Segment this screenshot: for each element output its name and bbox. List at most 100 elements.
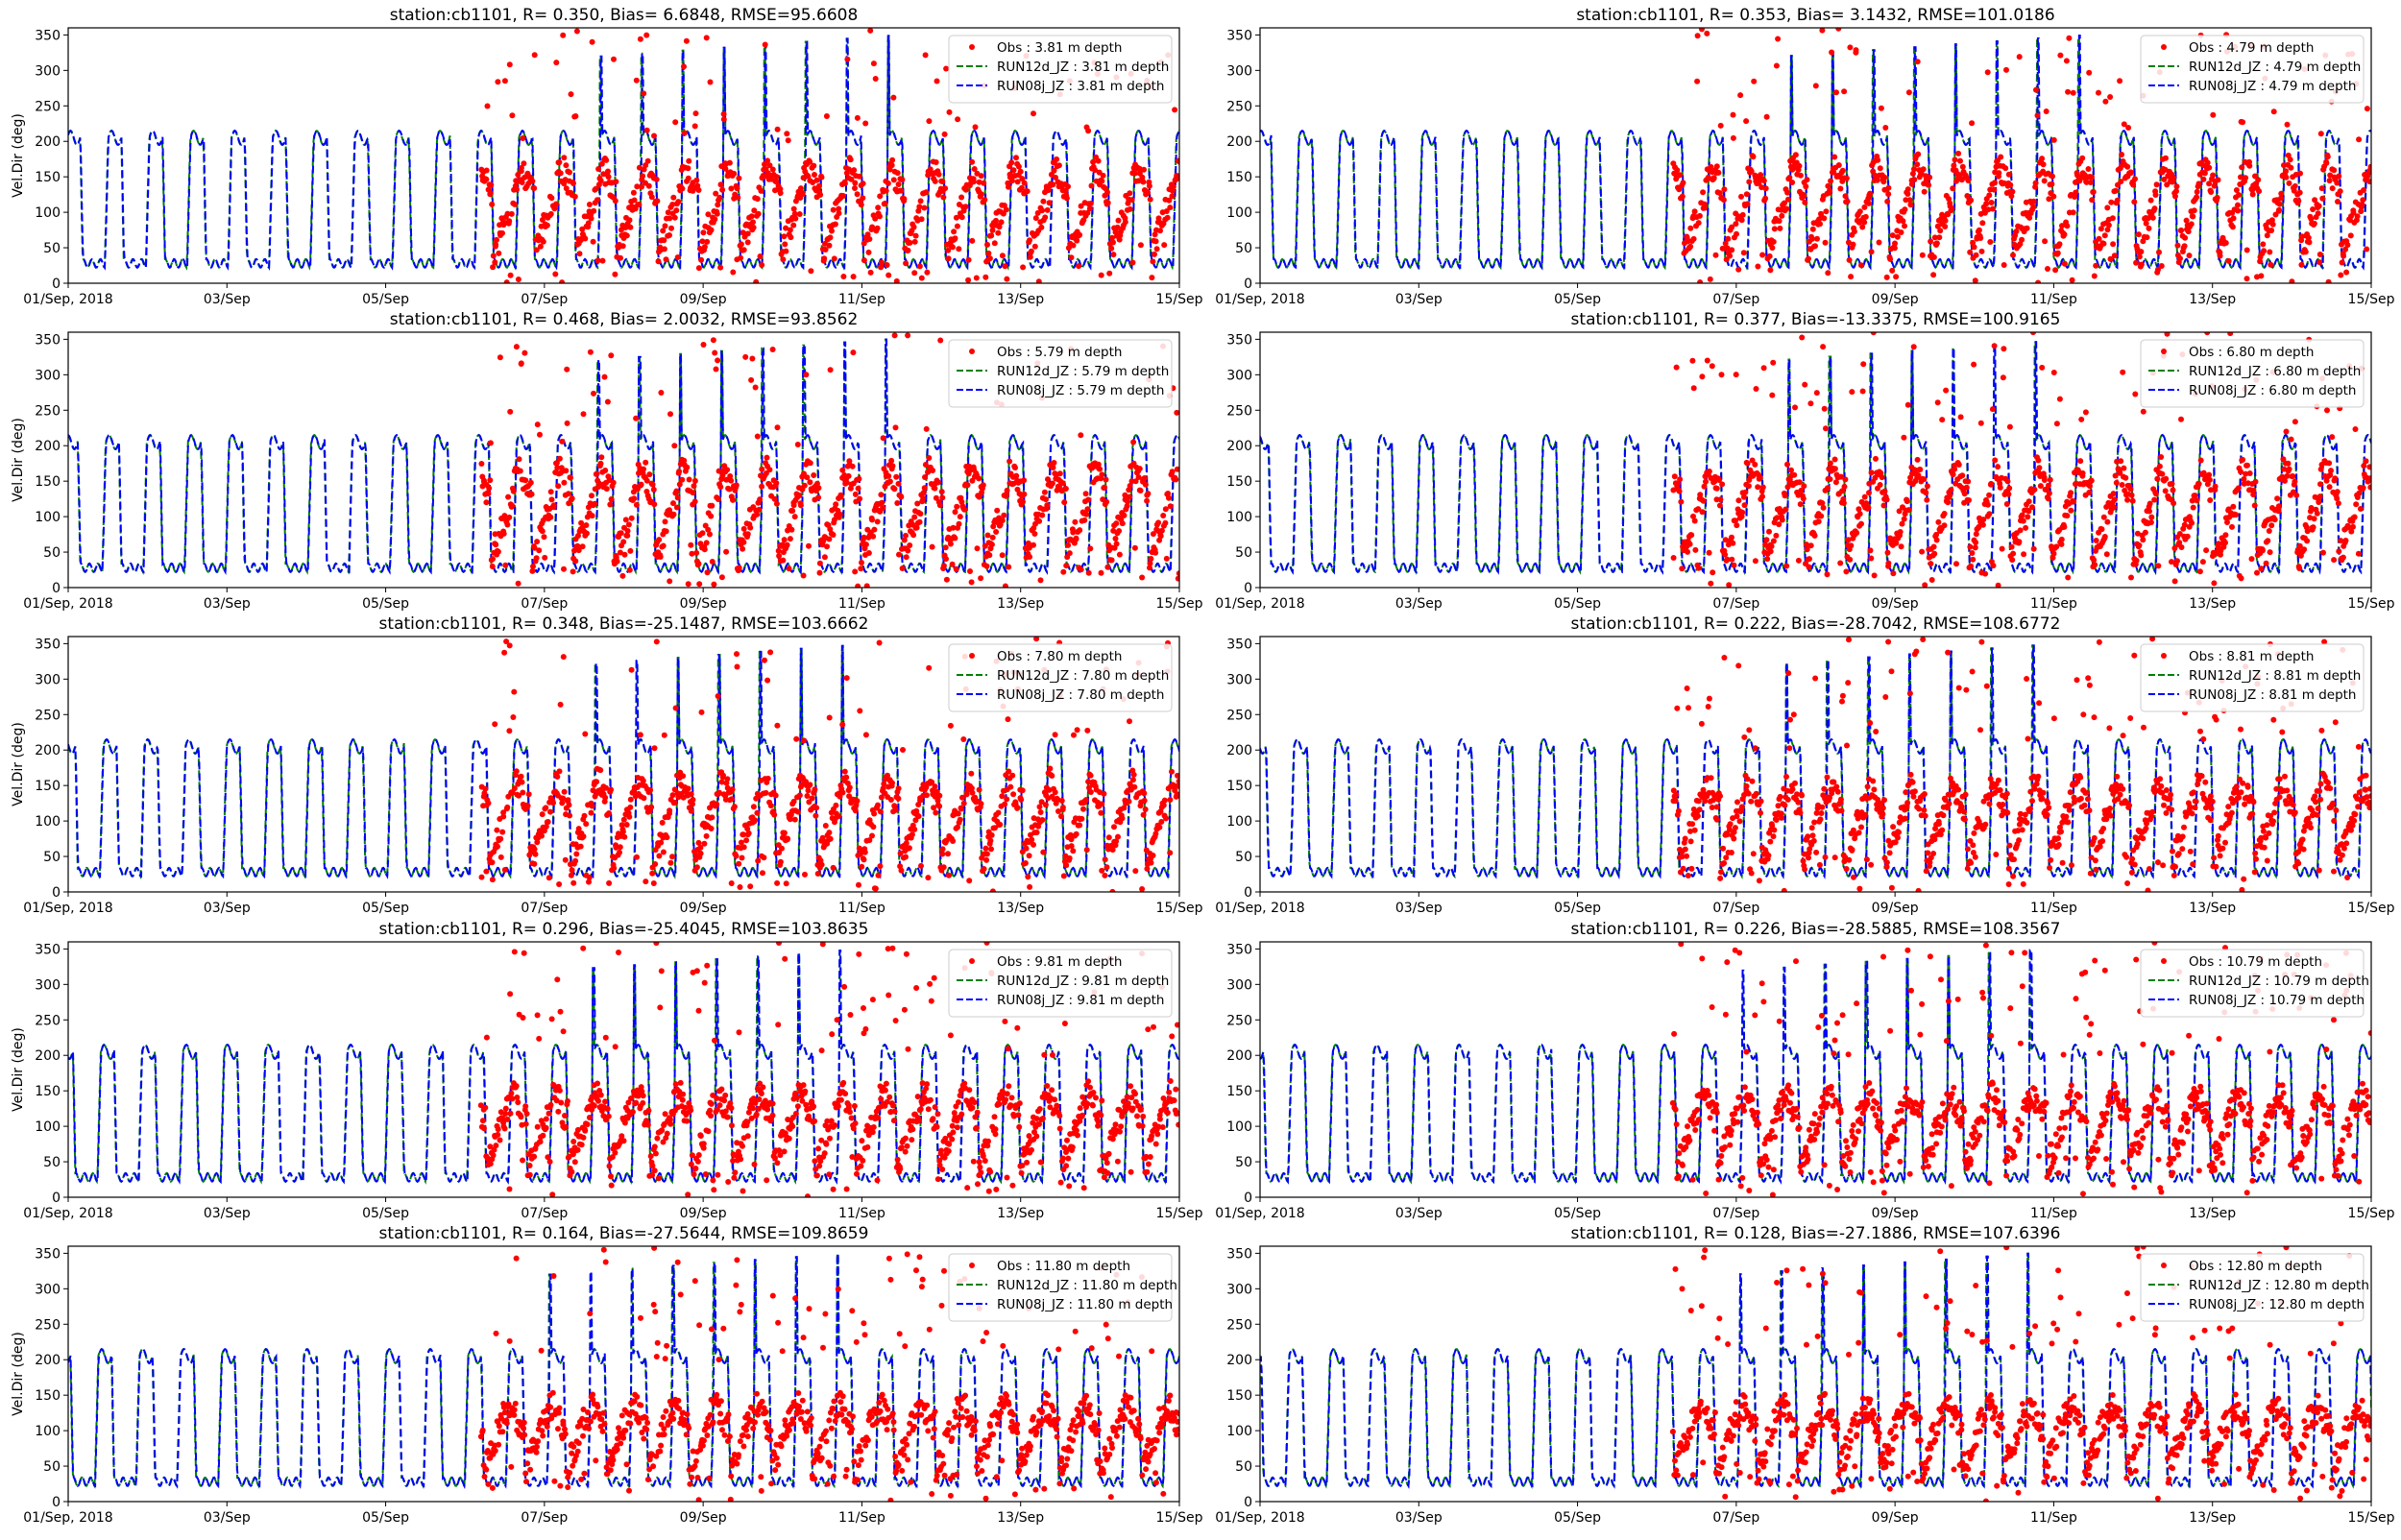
- obs-point: [950, 838, 956, 844]
- obs-point: [1060, 569, 1066, 575]
- obs-point: [1145, 491, 1151, 496]
- obs-point: [819, 862, 825, 868]
- obs-point: [650, 482, 656, 488]
- obs-point: [1828, 476, 1833, 482]
- obs-point: [1966, 497, 1972, 503]
- y-tick-label: 100: [35, 510, 61, 525]
- obs-point: [2367, 179, 2373, 184]
- obs-point: [1952, 156, 1958, 162]
- obs-point: [936, 793, 942, 799]
- obs-point: [539, 833, 545, 839]
- obs-point: [1878, 482, 1883, 488]
- obs-point: [942, 132, 948, 137]
- obs-point: [1746, 727, 1752, 733]
- obs-point: [1704, 31, 1710, 36]
- obs-point: [651, 880, 657, 886]
- obs-point: [1773, 533, 1779, 539]
- obs-point: [2057, 241, 2063, 247]
- obs-point: [2054, 421, 2060, 426]
- obs-point: [1027, 853, 1032, 858]
- obs-point: [602, 468, 608, 473]
- obs-point: [570, 867, 575, 873]
- obs-point: [2239, 164, 2244, 170]
- obs-point: [700, 530, 706, 536]
- obs-point: [745, 239, 751, 245]
- obs-point: [1141, 812, 1147, 818]
- obs-point: [700, 229, 706, 235]
- obs-point: [839, 722, 845, 728]
- obs-point: [529, 179, 535, 184]
- obs-point: [801, 737, 807, 743]
- obs-point: [755, 196, 761, 202]
- obs-point: [903, 260, 909, 266]
- obs-point: [990, 535, 996, 541]
- obs-point: [2184, 218, 2190, 224]
- obs-point: [828, 234, 834, 240]
- obs-point: [2226, 258, 2232, 264]
- obs-point: [2102, 232, 2108, 238]
- y-axis-label: Vel.Dir (deg): [11, 113, 26, 198]
- obs-point: [2051, 137, 2057, 143]
- x-tick-label: 07/Sep: [1712, 596, 1759, 612]
- obs-point: [591, 239, 596, 245]
- obs-point: [921, 205, 927, 211]
- obs-point: [667, 215, 672, 221]
- obs-point: [2286, 461, 2292, 467]
- obs-point: [983, 857, 989, 863]
- obs-point: [2033, 180, 2039, 186]
- obs-point: [2174, 183, 2180, 189]
- x-tick-label: 07/Sep: [521, 901, 568, 916]
- obs-point: [2031, 546, 2037, 552]
- obs-point: [1084, 728, 1090, 734]
- obs-point: [894, 500, 900, 506]
- obs-point: [1899, 229, 1904, 235]
- obs-point: [877, 640, 883, 646]
- obs-point: [946, 255, 952, 261]
- obs-point: [1735, 662, 1741, 668]
- obs-point: [1036, 518, 1042, 524]
- obs-point: [1757, 878, 1762, 883]
- obs-point: [672, 800, 678, 806]
- obs-point: [2009, 544, 2015, 550]
- obs-point: [1769, 543, 1775, 549]
- obs-point: [1798, 501, 1804, 507]
- obs-point: [618, 255, 623, 261]
- obs-point: [738, 884, 743, 890]
- obs-point: [899, 177, 905, 182]
- obs-point: [2356, 551, 2362, 557]
- obs-point: [1141, 790, 1147, 796]
- obs-point: [704, 540, 710, 545]
- obs-point: [1140, 180, 1146, 185]
- x-tick-label: 13/Sep: [997, 901, 1044, 916]
- obs-point: [1929, 577, 1935, 583]
- obs-point: [1783, 493, 1788, 498]
- obs-point: [1088, 789, 1094, 795]
- obs-point: [664, 256, 669, 262]
- obs-point: [1010, 791, 1016, 797]
- obs-point: [504, 522, 510, 528]
- obs-point: [2244, 276, 2250, 281]
- obs-point: [582, 236, 588, 242]
- obs-point: [889, 162, 895, 168]
- obs-point: [1971, 362, 1977, 368]
- obs-point: [950, 562, 956, 567]
- obs-point: [763, 42, 768, 48]
- obs-point: [2048, 477, 2053, 483]
- obs-point: [1032, 244, 1038, 250]
- obs-point: [950, 244, 956, 250]
- obs-point: [507, 409, 513, 415]
- obs-point: [1965, 178, 1971, 183]
- obs-point: [1945, 499, 1951, 505]
- obs-point: [613, 179, 618, 184]
- obs-point: [1692, 547, 1698, 553]
- obs-point: [1689, 358, 1695, 364]
- y-tick-label: 0: [52, 581, 61, 596]
- obs-point: [781, 233, 787, 239]
- obs-point: [903, 854, 909, 860]
- obs-point: [2153, 491, 2159, 496]
- y-tick-label: 200: [35, 439, 61, 454]
- obs-point: [911, 827, 917, 832]
- obs-point: [2210, 112, 2216, 118]
- obs-point: [789, 508, 795, 514]
- obs-point: [2139, 262, 2145, 268]
